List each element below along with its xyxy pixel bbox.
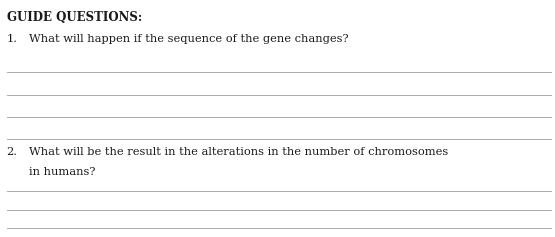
Text: in humans?: in humans? [29, 167, 95, 177]
Text: 2.: 2. [7, 147, 18, 157]
Text: What will be the result in the alterations in the number of chromosomes: What will be the result in the alteratio… [29, 147, 448, 157]
Text: GUIDE QUESTIONS:: GUIDE QUESTIONS: [7, 11, 142, 24]
Text: What will happen if the sequence of the gene changes?: What will happen if the sequence of the … [29, 34, 349, 44]
Text: 1.: 1. [7, 34, 18, 44]
